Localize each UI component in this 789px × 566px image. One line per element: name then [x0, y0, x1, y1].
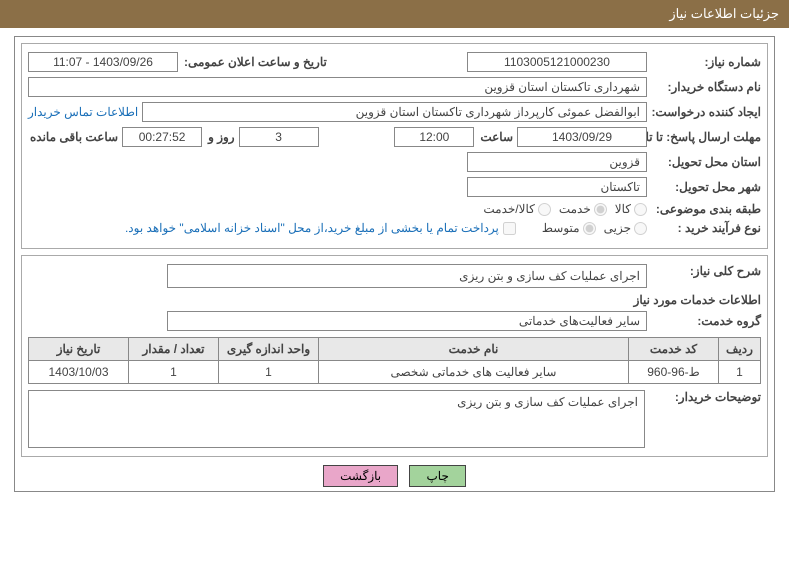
row-requester: ایجاد کننده درخواست: ابوالفضل عموئی کارپ… [28, 102, 761, 122]
table-header-row: ردیف کد خدمت نام خدمت واحد اندازه گیری ت… [29, 338, 761, 361]
time-label: ساعت [478, 130, 513, 144]
page-title: جزئیات اطلاعات نیاز [669, 6, 779, 21]
announce-date-value: 1403/09/26 - 11:07 [28, 52, 178, 72]
row-deadline: مهلت ارسال پاسخ: تا تاریخ: 1403/09/29 سا… [28, 127, 761, 147]
service-group-value: سایر فعالیت‌های خدماتی [167, 311, 647, 331]
row-category: طبقه بندی موضوعی: کالا خدمت کالا/خدمت [28, 202, 761, 216]
countdown-value: 00:27:52 [122, 127, 202, 147]
days-remaining-value: 3 [239, 127, 319, 147]
buyer-org-label: نام دستگاه خریدار: [651, 80, 761, 94]
th-qty: تعداد / مقدار [129, 338, 219, 361]
buyer-notes-value: اجرای عملیات کف سازی و بتن ریزی [28, 390, 645, 448]
radio-kala[interactable]: کالا [615, 202, 647, 216]
row-province: استان محل تحویل: قزوین [28, 152, 761, 172]
cell-row: 1 [719, 361, 761, 384]
need-number-value: 1103005121000230 [467, 52, 647, 72]
overall-desc-value: اجرای عملیات کف سازی و بتن ریزی [167, 264, 647, 288]
table-row: 1ط-96-960سایر فعالیت های خدماتی شخصی1114… [29, 361, 761, 384]
description-panel: شرح کلی نیاز: اجرای عملیات کف سازی و بتن… [21, 255, 768, 457]
th-date: تاریخ نیاز [29, 338, 129, 361]
row-service-group: گروه خدمت: سایر فعالیت‌های خدماتی [28, 311, 761, 331]
treasury-checkbox-row: پرداخت تمام یا بخشی از مبلغ خرید،از محل … [125, 221, 516, 235]
deadline-label: مهلت ارسال پاسخ: تا تاریخ: [651, 131, 761, 143]
row-buyer-notes: توضیحات خریدار: اجرای عملیات کف سازی و ب… [28, 390, 761, 448]
buyer-org-value: شهرداری تاکستان استان قزوین [28, 77, 647, 97]
row-overall-desc: شرح کلی نیاز: اجرای عملیات کف سازی و بتن… [28, 264, 761, 288]
purchase-type-label: نوع فرآیند خرید : [651, 221, 761, 235]
print-button[interactable]: چاپ [409, 465, 465, 487]
cell-code: ط-96-960 [629, 361, 719, 384]
need-number-label: شماره نیاز: [651, 55, 761, 69]
row-need-number: شماره نیاز: 1103005121000230 تاریخ و ساع… [28, 52, 761, 72]
button-row: چاپ بازگشت [15, 465, 774, 487]
cell-unit: 1 [219, 361, 319, 384]
row-city: شهر محل تحویل: تاکستان [28, 177, 761, 197]
page-header: جزئیات اطلاعات نیاز [0, 0, 789, 28]
deadline-date-value: 1403/09/29 [517, 127, 647, 147]
form-panel: شماره نیاز: 1103005121000230 تاریخ و ساع… [21, 43, 768, 249]
cell-date: 1403/10/03 [29, 361, 129, 384]
buyer-notes-label: توضیحات خریدار: [651, 390, 761, 404]
back-button[interactable]: بازگشت [323, 465, 398, 487]
service-group-label: گروه خدمت: [651, 314, 761, 328]
cell-name: سایر فعالیت های خدماتی شخصی [319, 361, 629, 384]
deliver-province-value: قزوین [467, 152, 647, 172]
purchase-type-radio-group: جزیی متوسط [542, 221, 647, 235]
th-unit: واحد اندازه گیری [219, 338, 319, 361]
deliver-city-value: تاکستان [467, 177, 647, 197]
services-table-wrap: ردیف کد خدمت نام خدمت واحد اندازه گیری ت… [28, 337, 761, 384]
radio-small[interactable]: جزیی [604, 221, 647, 235]
contact-link[interactable]: اطلاعات تماس خریدار [28, 105, 138, 119]
row-buyer-org: نام دستگاه خریدار: شهرداری تاکستان استان… [28, 77, 761, 97]
days-word: روز و [206, 130, 235, 144]
radio-khadamat[interactable]: خدمت [559, 202, 607, 216]
deliver-province-label: استان محل تحویل: [651, 155, 761, 169]
row-purchase-type: نوع فرآیند خرید : جزیی متوسط پرداخت تمام… [28, 221, 761, 235]
cell-qty: 1 [129, 361, 219, 384]
services-info-label: اطلاعات خدمات مورد نیاز [28, 293, 761, 307]
deadline-time-value: 12:00 [394, 127, 474, 147]
radio-medium[interactable]: متوسط [542, 221, 596, 235]
remain-label: ساعت باقی مانده [28, 130, 118, 144]
treasury-checkbox[interactable] [503, 222, 516, 235]
th-code: کد خدمت [629, 338, 719, 361]
services-table: ردیف کد خدمت نام خدمت واحد اندازه گیری ت… [28, 337, 761, 384]
announce-date-label: تاریخ و ساعت اعلان عمومی: [182, 55, 327, 69]
radio-both[interactable]: کالا/خدمت [483, 202, 550, 216]
requester-value: ابوالفضل عموئی کارپرداز شهرداری تاکستان … [142, 102, 647, 122]
deliver-city-label: شهر محل تحویل: [651, 180, 761, 194]
th-name: نام خدمت [319, 338, 629, 361]
th-row: ردیف [719, 338, 761, 361]
category-radio-group: کالا خدمت کالا/خدمت [483, 202, 647, 216]
category-label: طبقه بندی موضوعی: [651, 202, 761, 216]
requester-label: ایجاد کننده درخواست: [651, 105, 761, 119]
treasury-note: پرداخت تمام یا بخشی از مبلغ خرید،از محل … [125, 221, 499, 235]
overall-desc-label: شرح کلی نیاز: [651, 264, 761, 278]
main-panel: شماره نیاز: 1103005121000230 تاریخ و ساع… [14, 36, 775, 492]
